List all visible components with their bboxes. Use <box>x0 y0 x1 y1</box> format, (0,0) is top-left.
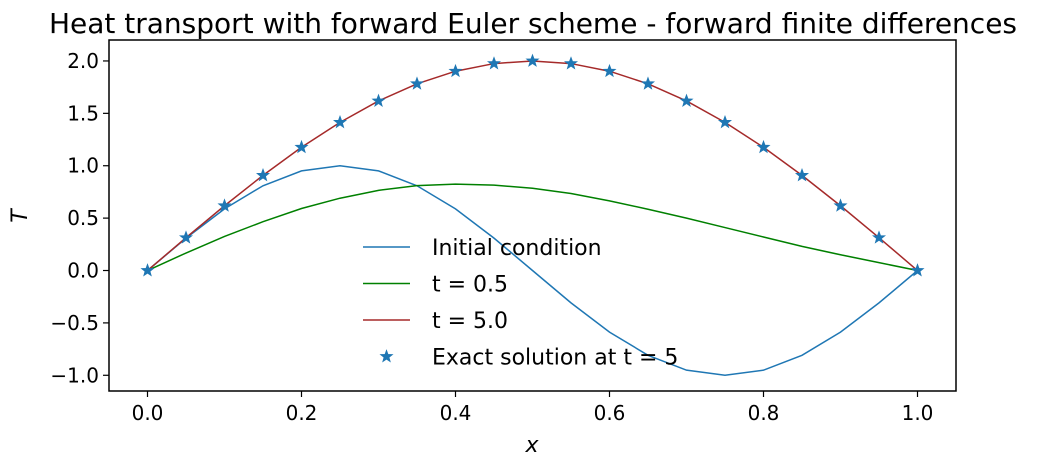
tick-layer: 0.0 0.2 0.4 0.6 0.8 1.0 −1.0 −0.5 0.0 0.5 1.0 1.5 2.… <box>50 49 933 425</box>
y-tick-label: −0.5 <box>50 311 99 335</box>
series-line-1 <box>147 183 918 272</box>
legend-label-2: t = 5.0 <box>432 309 508 334</box>
legend-label-1: t = 0.5 <box>432 273 508 298</box>
data-point <box>178 230 194 244</box>
chart-title: Heat transport with forward Euler scheme… <box>49 7 1017 40</box>
data-point <box>833 198 848 212</box>
data-point <box>525 53 540 67</box>
legend-label-0: Initial condition <box>432 236 602 261</box>
plot-frame <box>108 39 957 392</box>
data-point <box>332 114 348 129</box>
data-point <box>448 63 463 78</box>
data-point <box>140 263 155 277</box>
x-tick-label: 0.6 <box>594 401 626 425</box>
data-point <box>602 63 617 78</box>
data-point <box>640 76 656 90</box>
y-tick-label: 1.0 <box>67 154 99 178</box>
series-line-0 <box>147 164 918 377</box>
y-axis-label: T <box>8 208 33 223</box>
data-point <box>486 56 502 70</box>
series-layer <box>140 53 925 377</box>
data-point <box>563 56 579 70</box>
x-axis-label: x <box>524 433 539 458</box>
x-tick-label: 0.0 <box>132 401 164 425</box>
data-point <box>371 93 386 107</box>
y-tick-label: 1.5 <box>67 101 99 125</box>
data-point <box>794 168 810 182</box>
x-tick-label: 0.8 <box>748 401 780 425</box>
data-point <box>255 168 271 182</box>
y-tick-label: 2.0 <box>67 49 99 73</box>
x-tick-label: 0.4 <box>440 401 472 425</box>
data-point <box>294 139 309 154</box>
data-point <box>910 263 925 277</box>
legend-marker-3 <box>379 349 394 363</box>
legend: Initial condition t = 0.5 t = 5.0 Exact sol… <box>363 236 678 371</box>
y-tick-label: −1.0 <box>50 363 99 387</box>
series-markers-3 <box>140 53 925 277</box>
x-tick-label: 1.0 <box>902 401 934 425</box>
x-tick-label: 0.2 <box>286 401 318 425</box>
data-point <box>409 76 425 90</box>
legend-label-3: Exact solution at t = 5 <box>432 346 678 371</box>
data-point <box>217 198 232 212</box>
data-point <box>756 139 771 154</box>
y-tick-label: 0.5 <box>67 206 99 230</box>
data-point <box>871 230 887 244</box>
data-point <box>717 114 733 129</box>
data-point <box>679 93 694 107</box>
y-tick-label: 0.0 <box>67 259 99 283</box>
